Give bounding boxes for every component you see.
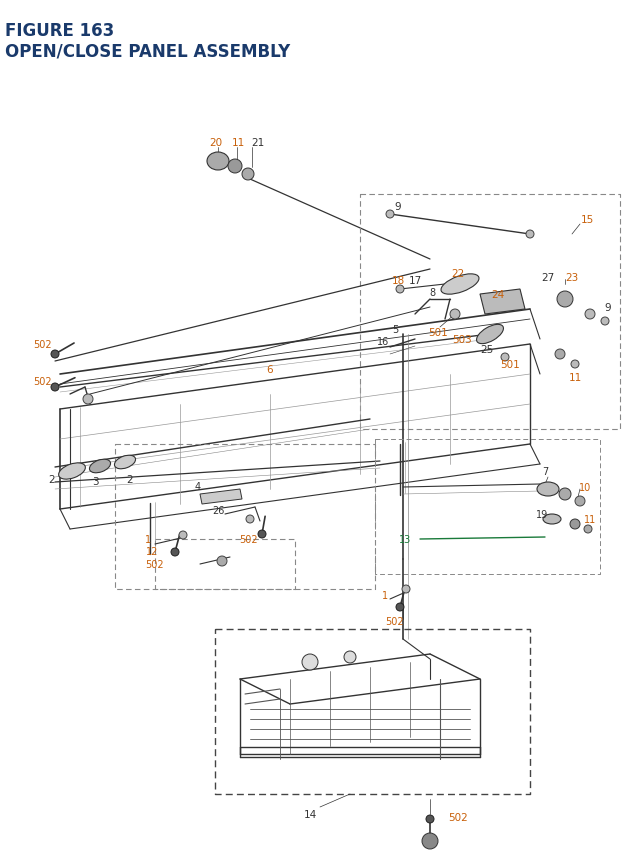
Text: 17: 17 xyxy=(408,276,422,286)
Text: 11: 11 xyxy=(232,138,244,148)
Ellipse shape xyxy=(115,455,136,469)
Text: 24: 24 xyxy=(492,289,504,300)
Text: 6: 6 xyxy=(267,364,273,375)
Text: 503: 503 xyxy=(452,335,472,344)
Text: 11: 11 xyxy=(584,514,596,524)
Circle shape xyxy=(584,525,592,533)
Ellipse shape xyxy=(59,463,85,480)
Circle shape xyxy=(179,531,187,539)
Circle shape xyxy=(570,519,580,530)
Circle shape xyxy=(258,530,266,538)
Circle shape xyxy=(228,160,242,174)
Text: 7: 7 xyxy=(542,467,548,476)
Text: 12: 12 xyxy=(146,547,158,556)
Text: 8: 8 xyxy=(429,288,435,298)
Text: 502: 502 xyxy=(386,616,404,626)
Text: 2: 2 xyxy=(127,474,133,485)
Text: 1: 1 xyxy=(145,535,151,544)
Ellipse shape xyxy=(207,152,229,170)
Circle shape xyxy=(555,350,565,360)
Circle shape xyxy=(450,310,460,319)
Text: 11: 11 xyxy=(568,373,582,382)
Text: 9: 9 xyxy=(395,201,401,212)
Circle shape xyxy=(246,516,254,523)
Circle shape xyxy=(557,292,573,307)
Text: 23: 23 xyxy=(565,273,579,282)
Text: 26: 26 xyxy=(212,505,224,516)
Ellipse shape xyxy=(477,325,504,344)
Text: 10: 10 xyxy=(579,482,591,492)
Text: FIGURE 163: FIGURE 163 xyxy=(5,22,115,40)
Circle shape xyxy=(422,833,438,849)
Circle shape xyxy=(302,654,318,670)
Ellipse shape xyxy=(441,275,479,294)
Ellipse shape xyxy=(90,460,111,474)
Text: OPEN/CLOSE PANEL ASSEMBLY: OPEN/CLOSE PANEL ASSEMBLY xyxy=(5,42,291,60)
Circle shape xyxy=(83,394,93,405)
Text: 19: 19 xyxy=(536,510,548,519)
Circle shape xyxy=(396,286,404,294)
Circle shape xyxy=(501,354,509,362)
Text: 13: 13 xyxy=(399,535,411,544)
Text: 16: 16 xyxy=(377,337,389,347)
Circle shape xyxy=(242,169,254,181)
Text: 20: 20 xyxy=(209,138,223,148)
Text: 502: 502 xyxy=(146,560,164,569)
Text: 502: 502 xyxy=(33,339,51,350)
Text: 1: 1 xyxy=(382,591,388,600)
Circle shape xyxy=(386,211,394,219)
Text: 502: 502 xyxy=(239,535,257,544)
Circle shape xyxy=(585,310,595,319)
Circle shape xyxy=(171,548,179,556)
Circle shape xyxy=(571,361,579,369)
Circle shape xyxy=(396,604,404,611)
Circle shape xyxy=(426,815,434,823)
Text: 5: 5 xyxy=(392,325,398,335)
Text: 502: 502 xyxy=(448,812,468,822)
Text: 502: 502 xyxy=(33,376,51,387)
Text: 2: 2 xyxy=(49,474,55,485)
Text: 14: 14 xyxy=(303,809,317,819)
Text: 15: 15 xyxy=(580,214,594,225)
Circle shape xyxy=(217,556,227,567)
Text: 21: 21 xyxy=(252,138,264,148)
Circle shape xyxy=(402,585,410,593)
Text: 25: 25 xyxy=(481,344,493,355)
Text: 4: 4 xyxy=(195,481,201,492)
Text: 22: 22 xyxy=(451,269,465,279)
Text: 18: 18 xyxy=(392,276,404,286)
Text: 501: 501 xyxy=(500,360,520,369)
Text: 27: 27 xyxy=(541,273,555,282)
Circle shape xyxy=(526,231,534,238)
Circle shape xyxy=(575,497,585,506)
Ellipse shape xyxy=(537,482,559,497)
Polygon shape xyxy=(200,489,242,505)
Circle shape xyxy=(344,651,356,663)
Circle shape xyxy=(559,488,571,500)
Polygon shape xyxy=(480,289,525,314)
Ellipse shape xyxy=(543,514,561,524)
Circle shape xyxy=(601,318,609,325)
Text: 9: 9 xyxy=(605,303,611,313)
Circle shape xyxy=(51,350,59,358)
Text: 3: 3 xyxy=(92,476,99,486)
Text: 501: 501 xyxy=(428,328,448,338)
Circle shape xyxy=(51,383,59,392)
